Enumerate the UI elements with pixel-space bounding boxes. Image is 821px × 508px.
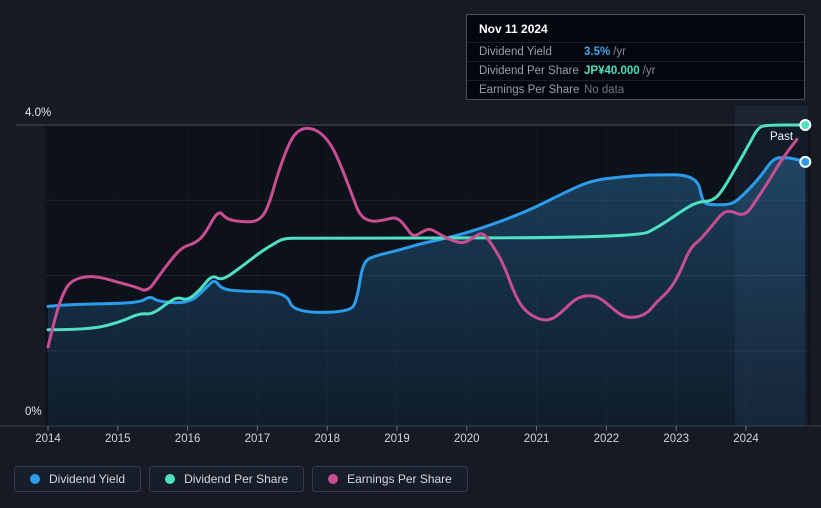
dividend-per-share-line (46, 123, 807, 332)
tooltip-value: No data (584, 84, 625, 96)
legend-item-earnings-per-share[interactable]: Earnings Per Share (312, 466, 468, 492)
tooltip-unit: /yr (613, 46, 626, 58)
earnings-per-share-dot-icon (328, 474, 339, 484)
series-end-markers (799, 119, 812, 168)
y-axis-label-top: 4.0% (25, 107, 52, 119)
x-axis-year-label: 2021 (523, 433, 550, 445)
series-end-marker (799, 155, 812, 168)
x-axis-year-label: 2020 (454, 433, 480, 445)
chart-legend: Dividend Yield Dividend Per Share Earnin… (14, 466, 476, 492)
tooltip-label: Dividend Per Share (479, 65, 579, 77)
dividend-yield-area (48, 157, 806, 427)
legend-label: Earnings Per Share (347, 472, 452, 486)
tooltip-row-earnings-per-share: Earnings Per Share No data (467, 80, 804, 99)
tooltip-value: 3.5% (584, 46, 611, 58)
x-axis-year-label: 2022 (593, 433, 620, 445)
dividend-per-share-dot-icon (165, 474, 176, 484)
y-axis-label-bottom: 0% (25, 406, 42, 418)
tooltip-unit: /yr (642, 65, 656, 77)
legend-label: Dividend Yield (49, 472, 126, 486)
x-axis-year-label: 2024 (733, 433, 759, 445)
legend-item-dividend-per-share[interactable]: Dividend Per Share (149, 466, 305, 492)
x-axis-year-label: 2015 (105, 433, 131, 445)
x-axis-year-label: 2023 (663, 433, 689, 445)
earnings-per-share-line (46, 126, 799, 349)
x-axis-year-label: 2016 (174, 433, 201, 445)
x-axis-year-label: 2017 (244, 433, 271, 445)
tooltip-date: Nov 11 2024 (479, 22, 548, 36)
tooltip-row-dividend-per-share: Dividend Per Share JP¥40.000 /yr (467, 61, 804, 80)
tooltip-row-dividend-yield: Dividend Yield 3.5% /yr (467, 42, 804, 61)
series-end-marker (799, 119, 812, 131)
dividend-yield-dot-icon (30, 474, 40, 484)
x-axis-ticks (47, 426, 747, 431)
legend-label: Dividend Per Share (184, 472, 289, 486)
tooltip-value: JP¥40.000 (584, 65, 640, 77)
x-axis-year-label: 2014 (35, 433, 61, 445)
legend-item-dividend-yield[interactable]: Dividend Yield (14, 466, 142, 492)
past-label: Past (770, 131, 794, 143)
x-axis-year-label: 2019 (384, 433, 410, 445)
tooltip-label: Earnings Per Share (479, 84, 580, 96)
tooltip-label: Dividend Yield (479, 46, 552, 58)
hover-tooltip: Nov 11 2024 Dividend Yield 3.5% /yr Divi… (466, 14, 805, 100)
dividend-yield-line (46, 156, 807, 314)
x-axis-year-label: 2018 (314, 433, 340, 445)
